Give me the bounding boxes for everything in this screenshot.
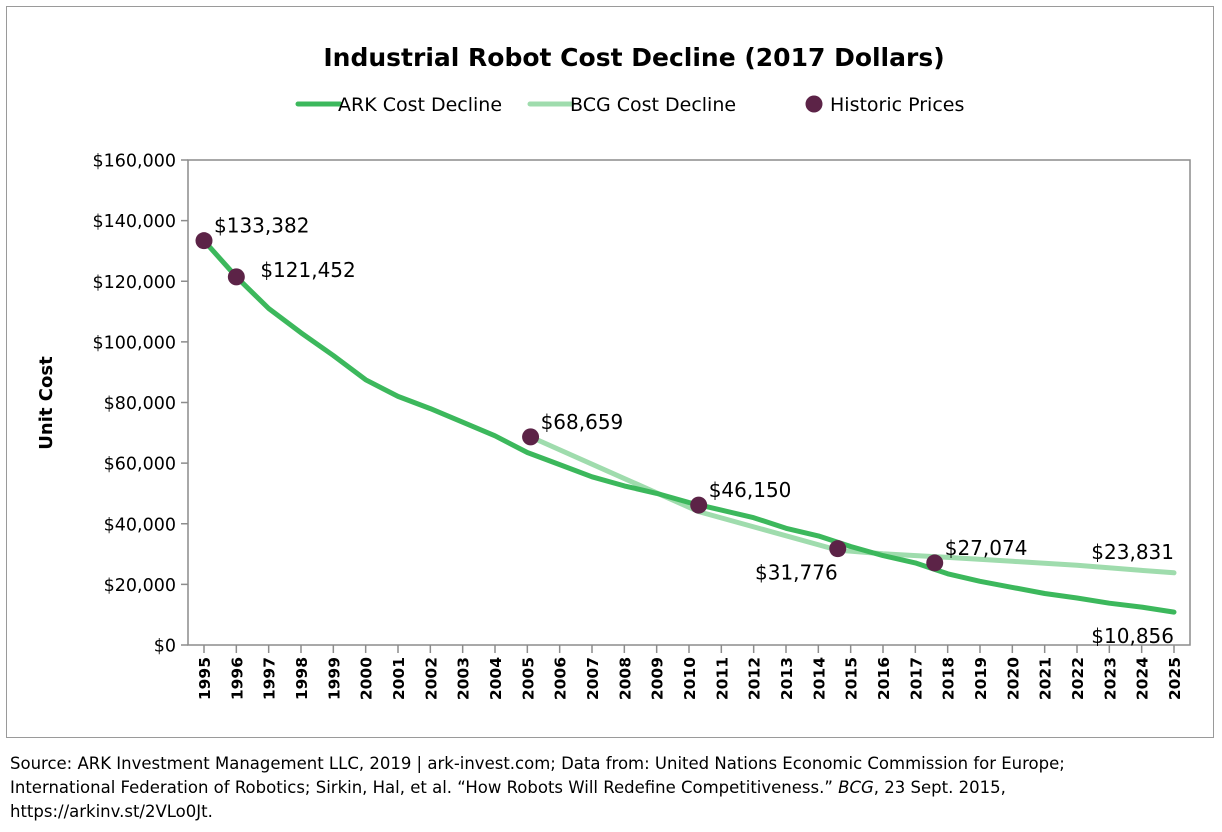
x-tick-label: 2023 [1101, 657, 1119, 700]
historic-price-point [829, 540, 847, 558]
x-tick-label: 2000 [358, 657, 376, 700]
legend-bcg-cost-decline-label: BCG Cost Decline [570, 94, 736, 116]
x-tick-label: 2014 [810, 657, 828, 700]
y-tick-label: $20,000 [104, 576, 176, 596]
plot-area: $0 $20,000 $40,000 $60,000 $80,000 $100,000 $1… [92, 152, 1191, 700]
source-line-2-date: , 23 Sept. 2015, [873, 778, 1006, 797]
x-tick-label: 2002 [422, 657, 440, 700]
x-tick-label: 2006 [552, 657, 570, 700]
x-tick-label: 2003 [455, 657, 473, 700]
y-tick-label: $100,000 [92, 333, 176, 353]
x-tick-label: 1995 [196, 657, 214, 700]
historic-price-point [690, 496, 708, 514]
historic-price-point [227, 268, 245, 286]
x-tick-label: 1997 [261, 657, 279, 700]
x-tick-label: 2011 [713, 657, 731, 700]
x-tick-label: 2017 [907, 657, 925, 700]
x-tick-label: 2010 [681, 657, 699, 700]
plot-border [187, 159, 1191, 646]
x-tick-label: 2024 [1134, 657, 1152, 700]
x-tick-label: 2001 [390, 657, 408, 700]
x-tick-label: 2008 [616, 657, 634, 700]
data-label: $46,150 [709, 478, 792, 502]
historic-price-point [195, 232, 213, 250]
chart-title: Industrial Robot Cost Decline (2017 Doll… [323, 43, 944, 72]
x-tick-label: 2020 [1004, 657, 1022, 700]
source-link: https://arkinv.st/2VLo0Jt. [10, 802, 213, 821]
y-tick-label: $40,000 [104, 515, 176, 535]
x-tick-label: 1999 [325, 657, 343, 700]
legend-ark-cost-decline-label: ARK Cost Decline [338, 94, 502, 116]
x-tick-label: 2016 [875, 657, 893, 700]
historic-price-point [926, 554, 944, 572]
x-tick-label: 1998 [293, 657, 311, 700]
x-tick-label: 2019 [972, 657, 990, 700]
data-label: $10,856 [1091, 624, 1174, 648]
historic-price-point [522, 428, 540, 446]
data-label: $27,074 [945, 536, 1028, 560]
chart-frame [6, 6, 1214, 738]
y-axis-label: Unit Cost [36, 356, 57, 450]
data-label: $133,382 [214, 214, 309, 238]
y-tick-label: $140,000 [92, 212, 176, 232]
legend: ARK Cost Decline BCG Cost Decline Historic… [295, 94, 964, 116]
x-tick-label: 2012 [746, 657, 764, 700]
x-tick-label: 2021 [1037, 657, 1055, 700]
x-tick-label: 2005 [519, 657, 537, 700]
bcg-cost-decline-line [528, 434, 1177, 576]
y-tick-label: $0 [154, 637, 176, 657]
x-tick-label: 2018 [940, 657, 958, 700]
source-line-1: Source: ARK Investment Management LLC, 2… [10, 754, 1065, 773]
y-tick-label: $160,000 [92, 152, 176, 172]
source-publisher: BCG [838, 778, 874, 797]
source-note: Source: ARK Investment Management LLC, 2… [10, 752, 1210, 824]
data-label: $121,452 [260, 258, 355, 282]
x-tick-label: 2022 [1069, 657, 1087, 700]
x-tick-label: 2009 [649, 657, 667, 700]
y-tick-label: $80,000 [104, 394, 176, 414]
data-label: $68,659 [541, 410, 624, 434]
legend-historic-prices-swatch [805, 95, 823, 113]
source-line-2: International Federation of Robotics; Si… [10, 776, 1210, 800]
data-label: $31,776 [755, 561, 838, 585]
ark-cost-decline-line [201, 238, 1177, 615]
y-tick-label: $60,000 [104, 455, 176, 475]
x-tick-label: 2015 [843, 657, 861, 700]
x-tick-label: 1996 [228, 657, 246, 700]
x-tick-label: 2004 [487, 657, 505, 700]
x-tick-label: 2007 [584, 657, 602, 700]
line-chart: Industrial Robot Cost Decline (2017 Doll… [36, 43, 1191, 700]
x-tick-label: 2013 [778, 657, 796, 700]
y-tick-label: $120,000 [92, 273, 176, 293]
legend-historic-prices-label: Historic Prices [830, 94, 964, 116]
data-label: $23,831 [1091, 540, 1174, 564]
x-tick-label: 2025 [1166, 657, 1184, 700]
source-line-2-text: International Federation of Robotics; Si… [10, 778, 839, 797]
